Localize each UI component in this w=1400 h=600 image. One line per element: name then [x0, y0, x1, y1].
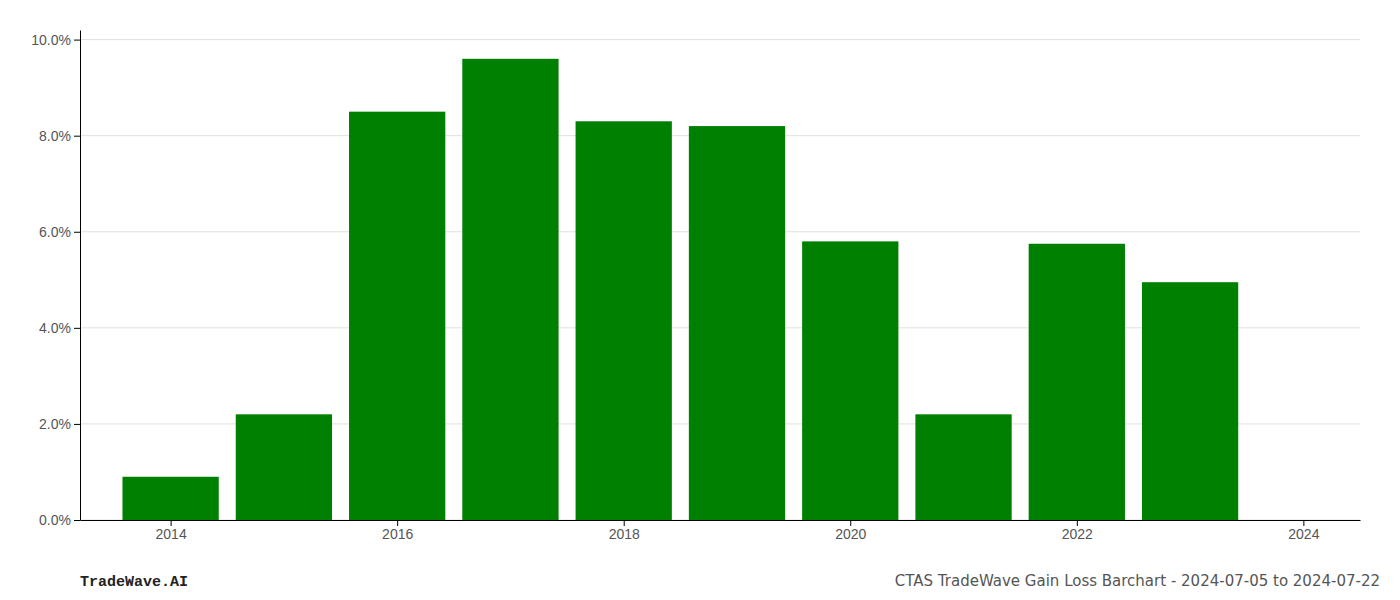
x-tick-label: 2016 [382, 526, 413, 542]
grid [80, 40, 1360, 520]
y-tick-mark [74, 328, 80, 329]
y-axis-line [80, 31, 81, 521]
bar [802, 241, 898, 520]
x-tick: 2018 [609, 520, 640, 542]
x-tick: 2020 [835, 520, 866, 542]
chart: 2014 2016 2018 2020 2022 2024 0.0% 2.0% 4.0% 6.0%… [0, 0, 1400, 600]
bar [122, 477, 218, 520]
x-axis-line [81, 520, 1361, 521]
y-tick-label: 0.0% [39, 512, 71, 528]
y-tick-label: 2.0% [39, 416, 71, 432]
grid-line [80, 39, 1360, 40]
x-tick-label: 2018 [609, 526, 640, 542]
y-tick-mark [74, 136, 80, 137]
y-tick-label: 6.0% [39, 224, 71, 240]
bar [689, 126, 785, 520]
bar [1029, 244, 1125, 520]
y-tick-label: 4.0% [39, 320, 71, 336]
bar [349, 112, 445, 520]
y-tick: 0.0% [39, 512, 80, 528]
y-tick: 4.0% [39, 320, 80, 336]
x-tick-label: 2020 [835, 526, 866, 542]
y-tick-mark [74, 424, 80, 425]
y-tick-mark [74, 40, 80, 41]
bar [915, 414, 1011, 520]
bars [122, 59, 1238, 520]
bar [1142, 282, 1238, 520]
x-tick-label: 2022 [1062, 526, 1093, 542]
x-tick-label: 2024 [1288, 526, 1319, 542]
y-tick-mark [74, 520, 80, 521]
footer-right: CTAS TradeWave Gain Loss Barchart - 2024… [895, 572, 1380, 590]
y-tick-mark [74, 232, 80, 233]
y-tick-label: 10.0% [31, 32, 71, 48]
y-tick: 8.0% [39, 128, 80, 144]
y-tick: 6.0% [39, 224, 80, 240]
y-tick: 10.0% [31, 32, 80, 48]
y-tick-label: 8.0% [39, 128, 71, 144]
x-tick: 2024 [1288, 520, 1319, 542]
y-tick: 2.0% [39, 416, 80, 432]
plot: 2014 2016 2018 2020 2022 2024 0.0% 2.0% 4.0% 6.0%… [31, 31, 1360, 542]
bar [462, 59, 558, 520]
bar [236, 414, 332, 520]
y-axis: 0.0% 2.0% 4.0% 6.0% 8.0% 10.0% [31, 31, 80, 528]
x-tick: 2016 [382, 520, 413, 542]
bar [576, 121, 672, 520]
x-tick: 2022 [1062, 520, 1093, 542]
x-axis: 2014 2016 2018 2020 2022 2024 [81, 520, 1361, 542]
x-tick-label: 2014 [156, 526, 187, 542]
footer-left: TradeWave.AI [80, 574, 188, 591]
x-tick: 2014 [156, 520, 187, 542]
